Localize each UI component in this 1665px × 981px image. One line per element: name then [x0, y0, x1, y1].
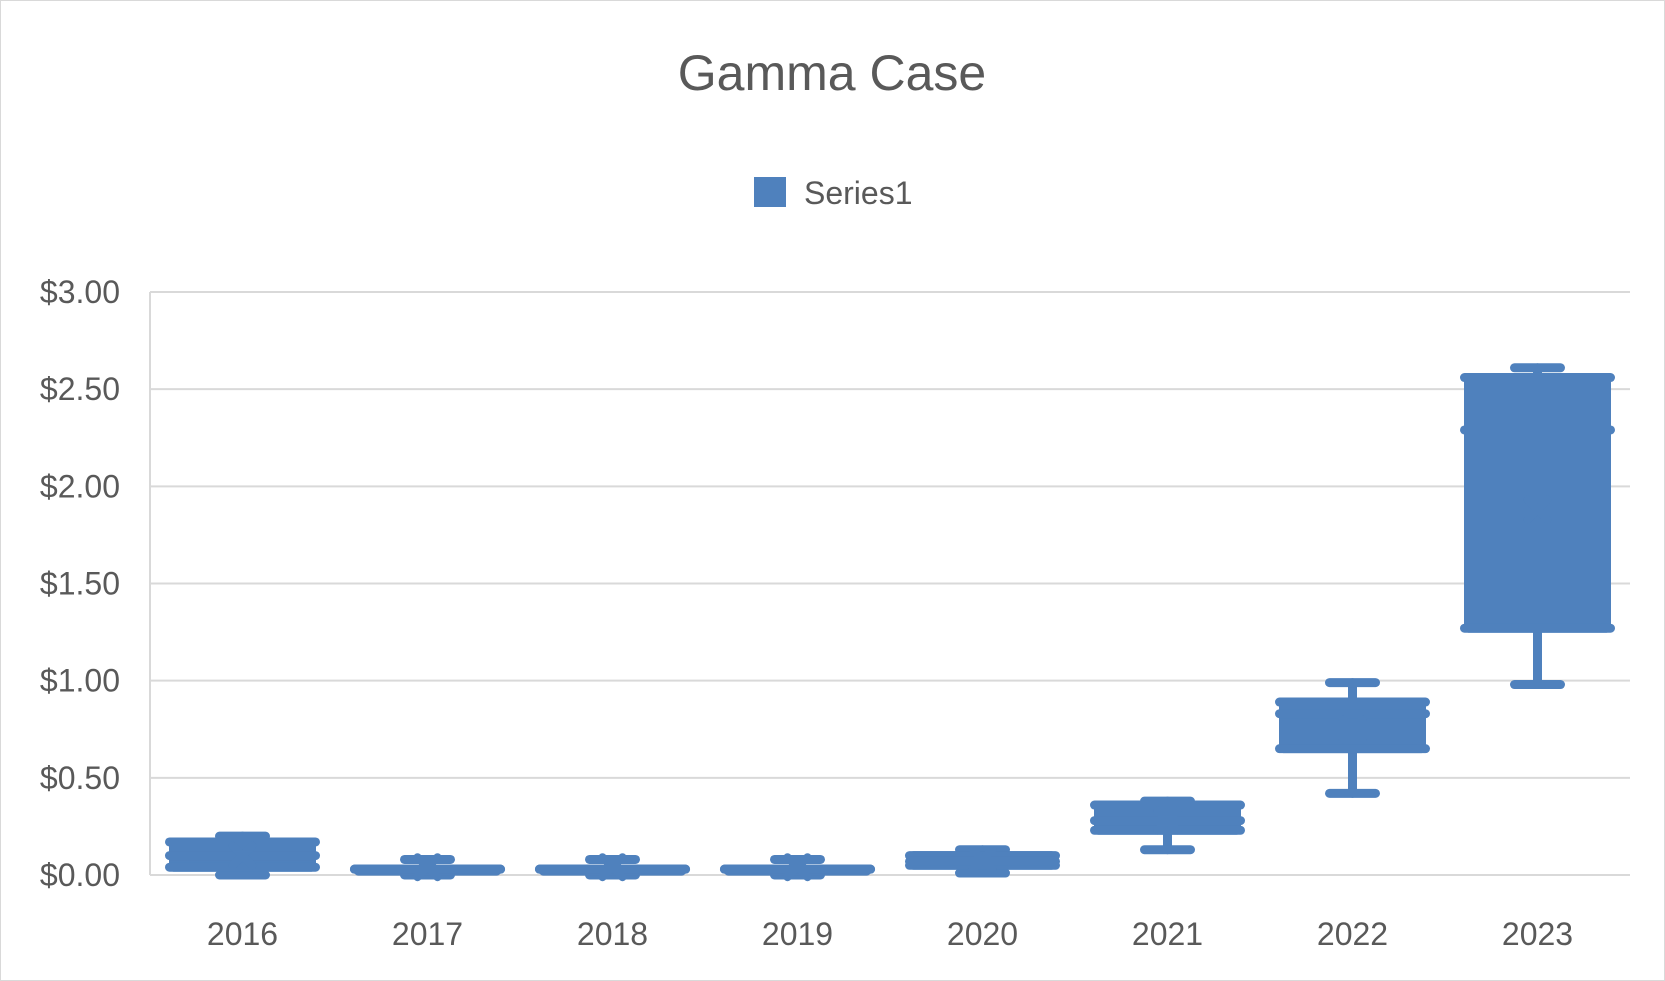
mean-marker: [598, 853, 627, 882]
mean-marker: [413, 853, 442, 882]
x-tick-label: 2021: [1132, 916, 1203, 952]
mean-marker: [228, 841, 257, 870]
mean-marker: [968, 845, 997, 874]
y-tick-label: $0.00: [40, 857, 120, 893]
box-2019: [720, 853, 875, 882]
y-tick-label: $1.00: [40, 663, 120, 699]
box-2021: [1090, 796, 1245, 855]
y-tick-label: $1.50: [40, 566, 120, 602]
mean-marker: [1153, 806, 1182, 835]
y-tick-label: $3.00: [40, 274, 120, 310]
legend-swatch: [754, 177, 786, 207]
x-tick-label: 2023: [1502, 916, 1573, 952]
chart-title: Gamma Case: [678, 45, 986, 101]
box-body: [1464, 373, 1611, 633]
gridlines: [149, 291, 1630, 876]
x-tick-label: 2016: [207, 916, 278, 952]
box-2016: [165, 831, 320, 880]
y-tick-label: $2.50: [40, 371, 120, 407]
x-tick-label: 2022: [1317, 916, 1388, 952]
legend-label: Series1: [804, 175, 913, 211]
mean-marker: [783, 853, 812, 882]
plot-area: [165, 363, 1615, 882]
mean-marker: [1523, 495, 1552, 524]
legend: Series1: [754, 175, 913, 211]
box-2017: [350, 853, 505, 882]
box-2020: [905, 845, 1060, 878]
x-axis: 2016 2017 2018 2019 2020 2021 2022 2023: [207, 916, 1573, 952]
x-tick-label: 2020: [947, 916, 1018, 952]
box-2022: [1275, 678, 1430, 798]
x-tick-label: 2018: [577, 916, 648, 952]
x-tick-label: 2017: [392, 916, 463, 952]
box-2018: [535, 853, 690, 882]
box-2023: [1460, 363, 1615, 690]
y-axis: $0.00 $0.50 $1.00 $1.50 $2.00 $2.50 $3.00: [40, 274, 120, 893]
mean-marker: [1338, 715, 1367, 744]
y-tick-label: $2.00: [40, 468, 120, 504]
y-tick-label: $0.50: [40, 760, 120, 796]
x-tick-label: 2019: [762, 916, 833, 952]
